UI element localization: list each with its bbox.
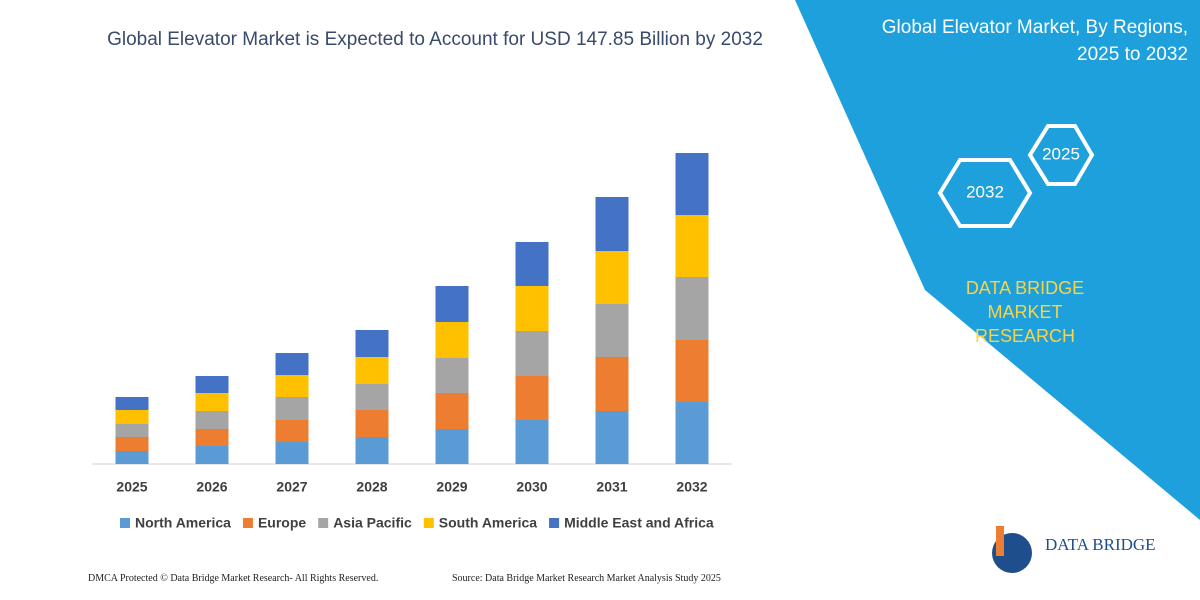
hex-label: 2032 [966, 182, 1004, 201]
bar-segment [515, 242, 549, 286]
bar-segment [595, 357, 629, 411]
legend-label: Asia Pacific [333, 515, 412, 531]
bar-segment [355, 330, 389, 357]
bar-segment [195, 376, 229, 393]
logo-text: DATA BRIDGE [1045, 535, 1156, 554]
bar-segment [275, 442, 309, 464]
bar-segment [195, 446, 229, 464]
bar-segment [275, 420, 309, 442]
bar-segment [355, 437, 389, 464]
bar-segment [355, 410, 389, 437]
bar-segment [675, 402, 709, 464]
x-tick-label: 2031 [596, 479, 627, 495]
x-tick-label: 2028 [356, 479, 387, 495]
legend-swatch [549, 518, 560, 528]
bar-segment [435, 429, 469, 464]
bar-segment [355, 384, 389, 410]
bar-segment [195, 429, 229, 446]
bar-segment [435, 286, 469, 322]
bar-segment [115, 424, 149, 437]
bar-segment [195, 411, 229, 429]
legend-label: South America [439, 515, 537, 531]
bar-segment [515, 420, 549, 464]
x-tick-label: 2032 [676, 479, 707, 495]
bar-segment [595, 411, 629, 464]
bar-segment [515, 376, 549, 420]
x-tick-label: 2026 [196, 479, 227, 495]
panel-title: Global Elevator Market, By Regions, 2025… [881, 17, 1188, 65]
brand: DATA BRIDGE MARKET RESEARCH [965, 278, 1085, 346]
bar-segment [595, 304, 629, 357]
legend-swatch [423, 518, 434, 528]
bar-segment [675, 153, 709, 215]
footer-left: DMCA Protected © Data Bridge Market Rese… [88, 573, 379, 584]
bar-segment [115, 397, 149, 410]
bar-segment [275, 353, 309, 375]
bar-segment [435, 322, 469, 358]
bar-segment [115, 410, 149, 424]
chart-title: Global Elevator Market is Expected to Ac… [107, 29, 763, 50]
hex-label: 2025 [1042, 144, 1080, 163]
bar-segment [435, 393, 469, 429]
bar-segment [355, 357, 389, 384]
footer-right: Source: Data Bridge Market Research Mark… [452, 573, 721, 584]
x-tick-label: 2025 [116, 479, 147, 495]
bar-segment [515, 286, 549, 331]
bar-segment [595, 197, 629, 251]
bar-segment [515, 331, 549, 376]
bar-segment [195, 393, 229, 411]
x-tick-label: 2027 [276, 479, 307, 495]
bar-segment [675, 277, 709, 340]
x-tick-label: 2030 [516, 479, 547, 495]
bar-segment [275, 375, 309, 397]
hexagon [937, 158, 1033, 228]
bar-segment [595, 251, 629, 304]
logo-icon [996, 526, 1004, 556]
bar-segment [115, 437, 149, 451]
legend-label: Europe [258, 515, 306, 531]
bar-segment [275, 397, 309, 420]
legend-swatch [318, 518, 329, 528]
blue-panel [795, 0, 1200, 520]
legend-label: Middle East and Africa [564, 515, 714, 531]
bar-segment [115, 451, 149, 464]
bar-segment [675, 215, 709, 277]
legend-swatch [242, 518, 253, 528]
x-tick-label: 2029 [436, 479, 467, 495]
bar-segment [675, 340, 709, 402]
bar-segment [435, 358, 469, 393]
legend-label: North America [135, 515, 231, 531]
hexagon [1027, 124, 1095, 186]
legend-swatch [120, 518, 130, 528]
